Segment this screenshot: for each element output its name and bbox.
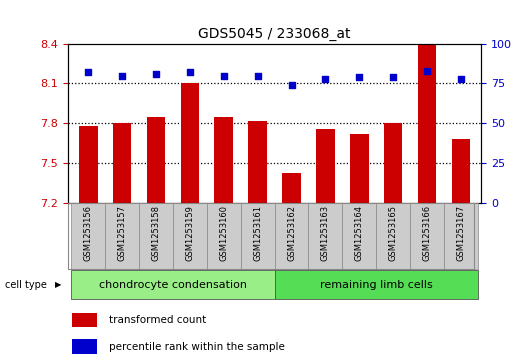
Point [84, 69, 93, 75]
Text: GSM1253161: GSM1253161 [253, 205, 262, 261]
Text: GSM1253167: GSM1253167 [457, 205, 465, 261]
Title: GDS5045 / 233068_at: GDS5045 / 233068_at [198, 27, 351, 41]
Bar [275, 203, 309, 269]
Text: GSM1253166: GSM1253166 [423, 205, 431, 261]
Text: GSM1253159: GSM1253159 [186, 205, 195, 261]
Text: GSM1253162: GSM1253162 [287, 205, 296, 261]
Bar [248, 121, 267, 203]
Text: GSM1253158: GSM1253158 [152, 205, 161, 261]
Bar [79, 126, 98, 203]
Point [355, 74, 363, 80]
Bar [71, 270, 275, 299]
Bar [343, 203, 376, 269]
Bar [71, 203, 105, 269]
Text: GSM1253165: GSM1253165 [389, 205, 397, 261]
Bar [309, 203, 343, 269]
Point [321, 76, 329, 82]
Text: chondrocyte condensation: chondrocyte condensation [99, 280, 247, 290]
Bar [241, 203, 275, 269]
Point [220, 73, 228, 78]
Bar [275, 270, 478, 299]
Bar [180, 83, 199, 203]
Bar [282, 173, 301, 203]
Text: transformed count: transformed count [109, 315, 207, 326]
Bar [207, 203, 241, 269]
Text: remaining limb cells: remaining limb cells [320, 280, 433, 290]
Bar [418, 44, 436, 203]
Point [423, 68, 431, 74]
Point [389, 74, 397, 80]
Text: cell type: cell type [5, 280, 47, 290]
Point [457, 76, 465, 82]
Bar [316, 129, 335, 203]
Text: GSM1253156: GSM1253156 [84, 205, 93, 261]
Bar [451, 139, 470, 203]
Bar [350, 134, 369, 203]
Bar [139, 203, 173, 269]
Text: GSM1253157: GSM1253157 [118, 205, 127, 261]
Point [287, 82, 295, 88]
Text: GSM1253163: GSM1253163 [321, 205, 330, 261]
Bar [113, 123, 131, 203]
Bar [376, 203, 410, 269]
Point [186, 69, 194, 75]
Bar [147, 117, 165, 203]
Bar [72, 339, 97, 354]
Bar [214, 117, 233, 203]
Point [118, 73, 127, 78]
Bar [173, 203, 207, 269]
Point [254, 73, 262, 78]
Text: GSM1253160: GSM1253160 [219, 205, 228, 261]
Bar [72, 313, 97, 327]
Text: ▶: ▶ [55, 280, 61, 289]
Text: GSM1253164: GSM1253164 [355, 205, 363, 261]
Text: percentile rank within the sample: percentile rank within the sample [109, 342, 285, 352]
Bar [410, 203, 444, 269]
Point [152, 71, 160, 77]
Bar [384, 123, 402, 203]
Bar [444, 203, 478, 269]
Bar [105, 203, 139, 269]
